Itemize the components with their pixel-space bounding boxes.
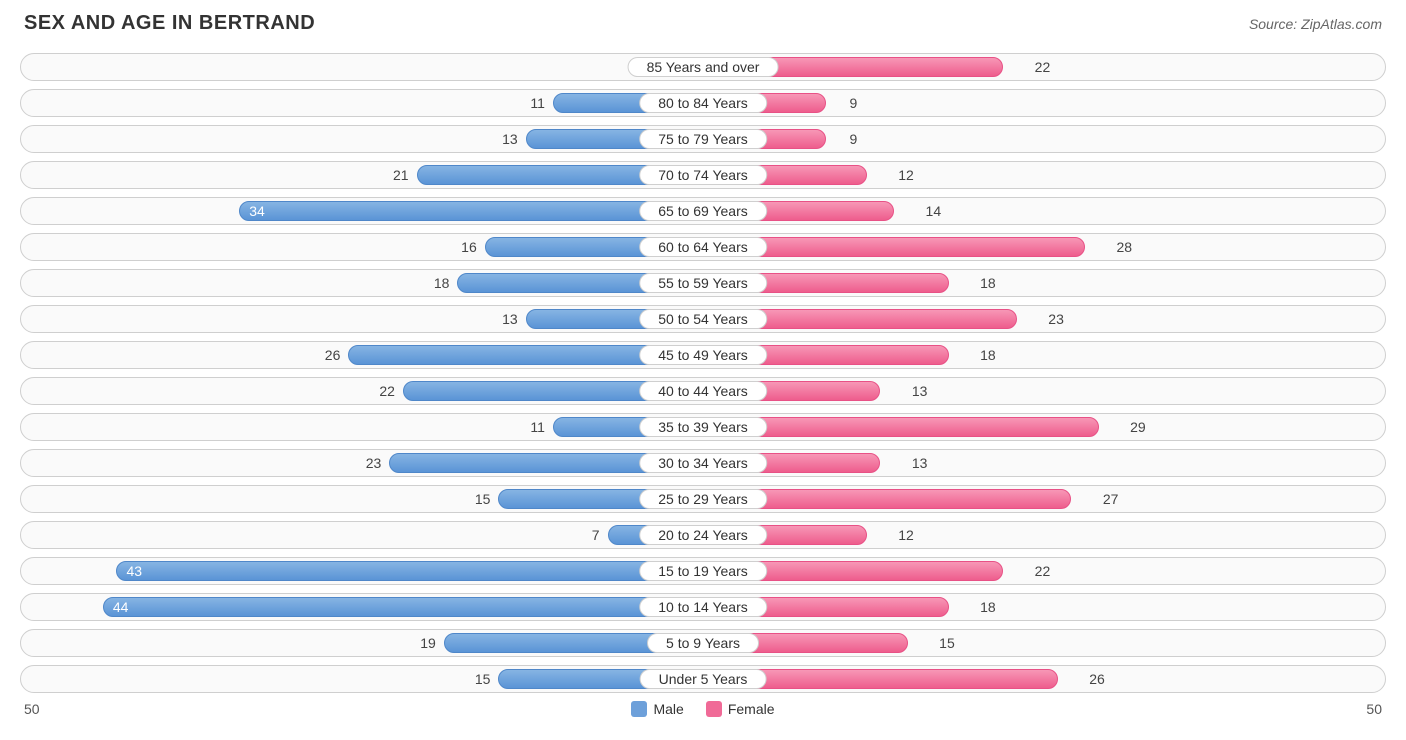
category-pill: 60 to 64 Years — [639, 237, 767, 257]
female-value: 9 — [842, 126, 858, 152]
male-value: 16 — [461, 234, 485, 260]
pyramid-row: 22 13 40 to 44 Years — [20, 377, 1386, 405]
category-pill: 35 to 39 Years — [639, 417, 767, 437]
category-pill: 30 to 34 Years — [639, 453, 767, 473]
female-value: 18 — [972, 594, 996, 620]
male-value: 13 — [502, 126, 526, 152]
chart-header: SEX AND AGE IN BERTRAND Source: ZipAtlas… — [20, 12, 1386, 35]
category-pill: 5 to 9 Years — [647, 633, 759, 653]
male-value: 15 — [475, 486, 499, 512]
pyramid-row: 21 12 70 to 74 Years — [20, 161, 1386, 189]
male-value: 18 — [434, 270, 458, 296]
legend-swatch — [706, 701, 722, 717]
male-value: 13 — [502, 306, 526, 332]
pyramid-row: 23 13 30 to 34 Years — [20, 449, 1386, 477]
category-pill: 75 to 79 Years — [639, 129, 767, 149]
chart-source: Source: ZipAtlas.com — [1249, 16, 1382, 32]
category-pill: 70 to 74 Years — [639, 165, 767, 185]
male-value: 44 — [103, 594, 139, 620]
pyramid-row: 18 18 55 to 59 Years — [20, 269, 1386, 297]
category-pill: 45 to 49 Years — [639, 345, 767, 365]
category-pill: 80 to 84 Years — [639, 93, 767, 113]
male-value: 11 — [530, 90, 553, 116]
male-value: 19 — [420, 630, 444, 656]
male-value: 22 — [379, 378, 403, 404]
category-pill: 10 to 14 Years — [639, 597, 767, 617]
pyramid-row: 15 26 Under 5 Years — [20, 665, 1386, 693]
category-pill: 55 to 59 Years — [639, 273, 767, 293]
pyramid-row: 43 22 15 to 19 Years — [20, 557, 1386, 585]
female-value: 28 — [1108, 234, 1132, 260]
pyramid-row: 11 9 80 to 84 Years — [20, 89, 1386, 117]
pyramid-row: 7 12 20 to 24 Years — [20, 521, 1386, 549]
legend-label: Male — [653, 701, 683, 717]
male-value: 15 — [475, 666, 499, 692]
female-value: 12 — [890, 162, 914, 188]
female-value: 29 — [1122, 414, 1146, 440]
female-value: 18 — [972, 342, 996, 368]
pyramid-row: 34 14 65 to 69 Years — [20, 197, 1386, 225]
male-bar — [103, 597, 703, 617]
legend-label: Female — [728, 701, 775, 717]
pyramid-row: 22285 Years and over — [20, 53, 1386, 81]
category-pill: Under 5 Years — [640, 669, 767, 689]
male-value: 11 — [530, 414, 553, 440]
category-pill: 40 to 44 Years — [639, 381, 767, 401]
category-pill: 20 to 24 Years — [639, 525, 767, 545]
female-value: 15 — [931, 630, 955, 656]
pyramid-row: 19 15 5 to 9 Years — [20, 629, 1386, 657]
female-value: 13 — [904, 450, 928, 476]
male-value: 7 — [592, 522, 608, 548]
category-pill: 15 to 19 Years — [639, 561, 767, 581]
population-pyramid-chart: 22285 Years and over11980 to 84 Years139… — [20, 53, 1386, 693]
female-value: 22 — [1027, 558, 1051, 584]
chart-title: SEX AND AGE IN BERTRAND — [24, 12, 315, 35]
legend-swatch — [631, 701, 647, 717]
pyramid-row: 11 29 35 to 39 Years — [20, 413, 1386, 441]
pyramid-row: 13 9 75 to 79 Years — [20, 125, 1386, 153]
legend-item: Female — [706, 701, 775, 717]
male-value: 43 — [116, 558, 152, 584]
category-pill: 85 Years and over — [628, 57, 779, 77]
female-value: 12 — [890, 522, 914, 548]
female-value: 27 — [1095, 486, 1119, 512]
male-value: 34 — [239, 198, 275, 224]
pyramid-row: 44 18 10 to 14 Years — [20, 593, 1386, 621]
female-value: 26 — [1081, 666, 1105, 692]
male-value: 23 — [366, 450, 390, 476]
male-bar — [116, 561, 703, 581]
chart-footer: 50 Male Female 50 — [20, 701, 1386, 717]
male-value: 21 — [393, 162, 417, 188]
legend-item: Male — [631, 701, 683, 717]
pyramid-row: 26 18 45 to 49 Years — [20, 341, 1386, 369]
female-value: 18 — [972, 270, 996, 296]
male-value: 26 — [325, 342, 349, 368]
category-pill: 25 to 29 Years — [639, 489, 767, 509]
axis-right-max: 50 — [1366, 701, 1382, 717]
female-value: 9 — [842, 90, 858, 116]
chart-legend: Male Female — [631, 701, 774, 717]
axis-left-max: 50 — [24, 701, 40, 717]
female-value: 22 — [1027, 54, 1051, 80]
female-value: 23 — [1040, 306, 1064, 332]
female-value: 13 — [904, 378, 928, 404]
category-pill: 50 to 54 Years — [639, 309, 767, 329]
pyramid-row: 13 23 50 to 54 Years — [20, 305, 1386, 333]
female-value: 14 — [918, 198, 942, 224]
pyramid-row: 15 27 25 to 29 Years — [20, 485, 1386, 513]
category-pill: 65 to 69 Years — [639, 201, 767, 221]
male-bar — [239, 201, 703, 221]
pyramid-row: 16 28 60 to 64 Years — [20, 233, 1386, 261]
